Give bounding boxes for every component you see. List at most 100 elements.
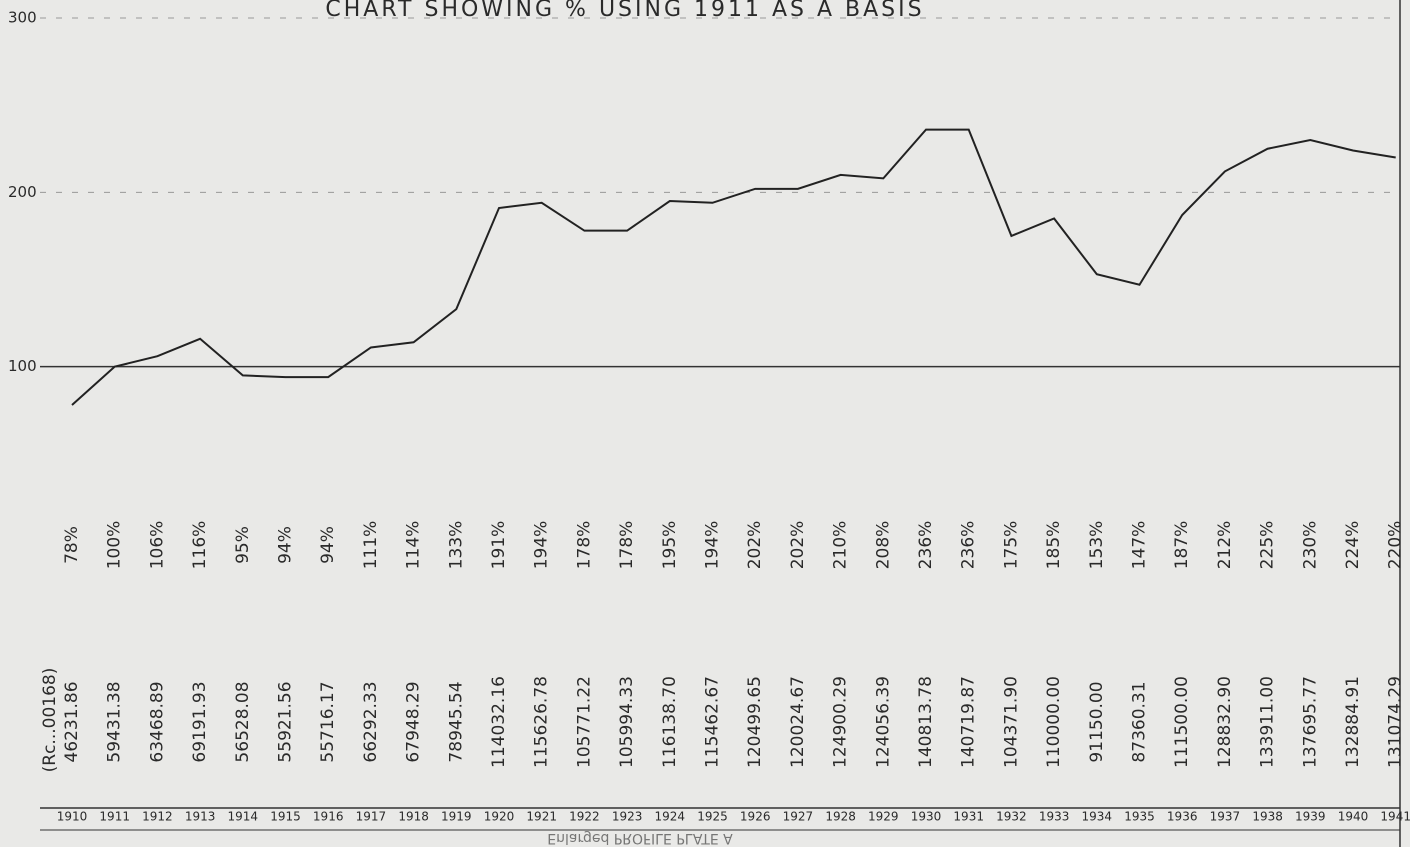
receipt-label: 115626.78 <box>532 676 552 768</box>
value-label: 100% <box>105 521 125 570</box>
receipt-label: 131074.29 <box>1386 676 1406 768</box>
x-tick-label: 1925 <box>697 810 728 824</box>
x-tick-label: 1912 <box>142 810 173 824</box>
receipt-label: 66292.33 <box>361 681 381 762</box>
x-tick-label: 1918 <box>398 810 429 824</box>
value-label: 224% <box>1343 521 1363 570</box>
value-label: 220% <box>1386 521 1406 570</box>
x-tick-label: 1924 <box>655 810 686 824</box>
y-tick-label: 300 <box>8 9 37 27</box>
x-tick-label: 1931 <box>953 810 984 824</box>
value-label: 178% <box>574 521 594 570</box>
x-tick-label: 1927 <box>783 810 814 824</box>
receipt-label: 67948.29 <box>404 681 424 762</box>
x-tick-label: 1916 <box>313 810 344 824</box>
receipt-label: 69191.93 <box>190 681 210 762</box>
receipt-label: 128832.90 <box>1215 676 1235 768</box>
receipt-label: 120024.67 <box>788 676 808 768</box>
receipt-label: 133911.00 <box>1258 676 1278 768</box>
receipt-label: 91150.00 <box>1087 681 1107 762</box>
x-tick-label: 1939 <box>1295 810 1326 824</box>
chart-title: CHART SHOWING % USING 1911 AS A BASIS <box>325 0 924 22</box>
value-label: 208% <box>873 521 893 570</box>
receipt-label: 137695.77 <box>1300 676 1320 768</box>
value-label: 94% <box>318 526 338 564</box>
receipt-label: 78945.54 <box>446 681 466 762</box>
x-tick-label: 1937 <box>1210 810 1241 824</box>
x-tick-label: 1941 <box>1380 810 1410 824</box>
receipt-label: 46231.86 <box>62 681 82 762</box>
x-tick-label: 1932 <box>996 810 1027 824</box>
receipt-label: 105771.22 <box>574 676 594 768</box>
y-tick-label: 100 <box>8 357 37 375</box>
y-tick-label: 200 <box>8 183 37 201</box>
x-tick-label: 1921 <box>526 810 557 824</box>
value-label: 212% <box>1215 521 1235 570</box>
value-label: 94% <box>276 526 296 564</box>
receipt-label: 115462.67 <box>703 676 723 768</box>
value-label: 236% <box>916 521 936 570</box>
x-tick-label: 1923 <box>612 810 643 824</box>
value-label: 210% <box>831 521 851 570</box>
x-tick-label: 1919 <box>441 810 472 824</box>
x-tick-label: 1935 <box>1124 810 1155 824</box>
value-label: 116% <box>190 521 210 570</box>
value-label: 194% <box>703 521 723 570</box>
x-tick-label: 1940 <box>1338 810 1369 824</box>
x-tick-label: 1914 <box>228 810 259 824</box>
value-label: 195% <box>660 521 680 570</box>
receipt-label: 120499.65 <box>745 676 765 768</box>
value-label: 185% <box>1044 521 1064 570</box>
x-tick-label: 1915 <box>270 810 301 824</box>
value-label: 106% <box>147 521 167 570</box>
value-label: 194% <box>532 521 552 570</box>
x-tick-label: 1911 <box>99 810 130 824</box>
receipt-label: 55716.17 <box>318 681 338 762</box>
x-tick-label: 1936 <box>1167 810 1198 824</box>
data-line <box>71 128 1396 406</box>
receipt-label: 104371.90 <box>1001 676 1021 768</box>
receipt-label: 110000.00 <box>1044 676 1064 768</box>
receipts-label: (Rc...00168) <box>40 668 60 773</box>
x-tick-label: 1928 <box>825 810 856 824</box>
value-label: 95% <box>233 526 253 564</box>
value-label: 111% <box>361 521 381 570</box>
x-tick-label: 1913 <box>185 810 216 824</box>
x-tick-label: 1922 <box>569 810 600 824</box>
receipt-label: 124056.39 <box>873 676 893 768</box>
value-label: 178% <box>617 521 637 570</box>
x-tick-label: 1938 <box>1252 810 1283 824</box>
x-tick-label: 1933 <box>1039 810 1070 824</box>
value-label: 191% <box>489 521 509 570</box>
value-label: 147% <box>1130 521 1150 570</box>
value-label: 236% <box>959 521 979 570</box>
value-label: 175% <box>1001 521 1021 570</box>
x-tick-label: 1920 <box>484 810 515 824</box>
value-label: 78% <box>62 526 82 564</box>
value-label: 202% <box>788 521 808 570</box>
footer: Enlarged PROFILE PLATE A <box>547 830 733 846</box>
receipt-label: 111500.00 <box>1172 676 1192 768</box>
receipt-label: 116138.70 <box>660 676 680 768</box>
receipt-label: 132884.91 <box>1343 676 1363 768</box>
value-label: 202% <box>745 521 765 570</box>
value-label: 153% <box>1087 521 1107 570</box>
value-label: 114% <box>404 521 424 570</box>
x-tick-label: 1917 <box>356 810 387 824</box>
x-tick-label: 1930 <box>911 810 942 824</box>
receipt-label: 59431.38 <box>105 681 125 762</box>
receipt-label: 124900.29 <box>831 676 851 768</box>
receipt-label: 140813.78 <box>916 676 936 768</box>
receipt-label: 56528.08 <box>233 681 253 762</box>
receipt-label: 63468.89 <box>147 681 167 762</box>
x-tick-label: 1926 <box>740 810 771 824</box>
receipt-label: 55921.56 <box>276 681 296 762</box>
value-label: 230% <box>1300 521 1320 570</box>
value-label: 225% <box>1258 521 1278 570</box>
receipt-label: 114032.16 <box>489 676 509 768</box>
receipt-label: 140719.87 <box>959 676 979 768</box>
x-tick-label: 1910 <box>57 810 88 824</box>
receipt-label: 105994.33 <box>617 676 637 768</box>
